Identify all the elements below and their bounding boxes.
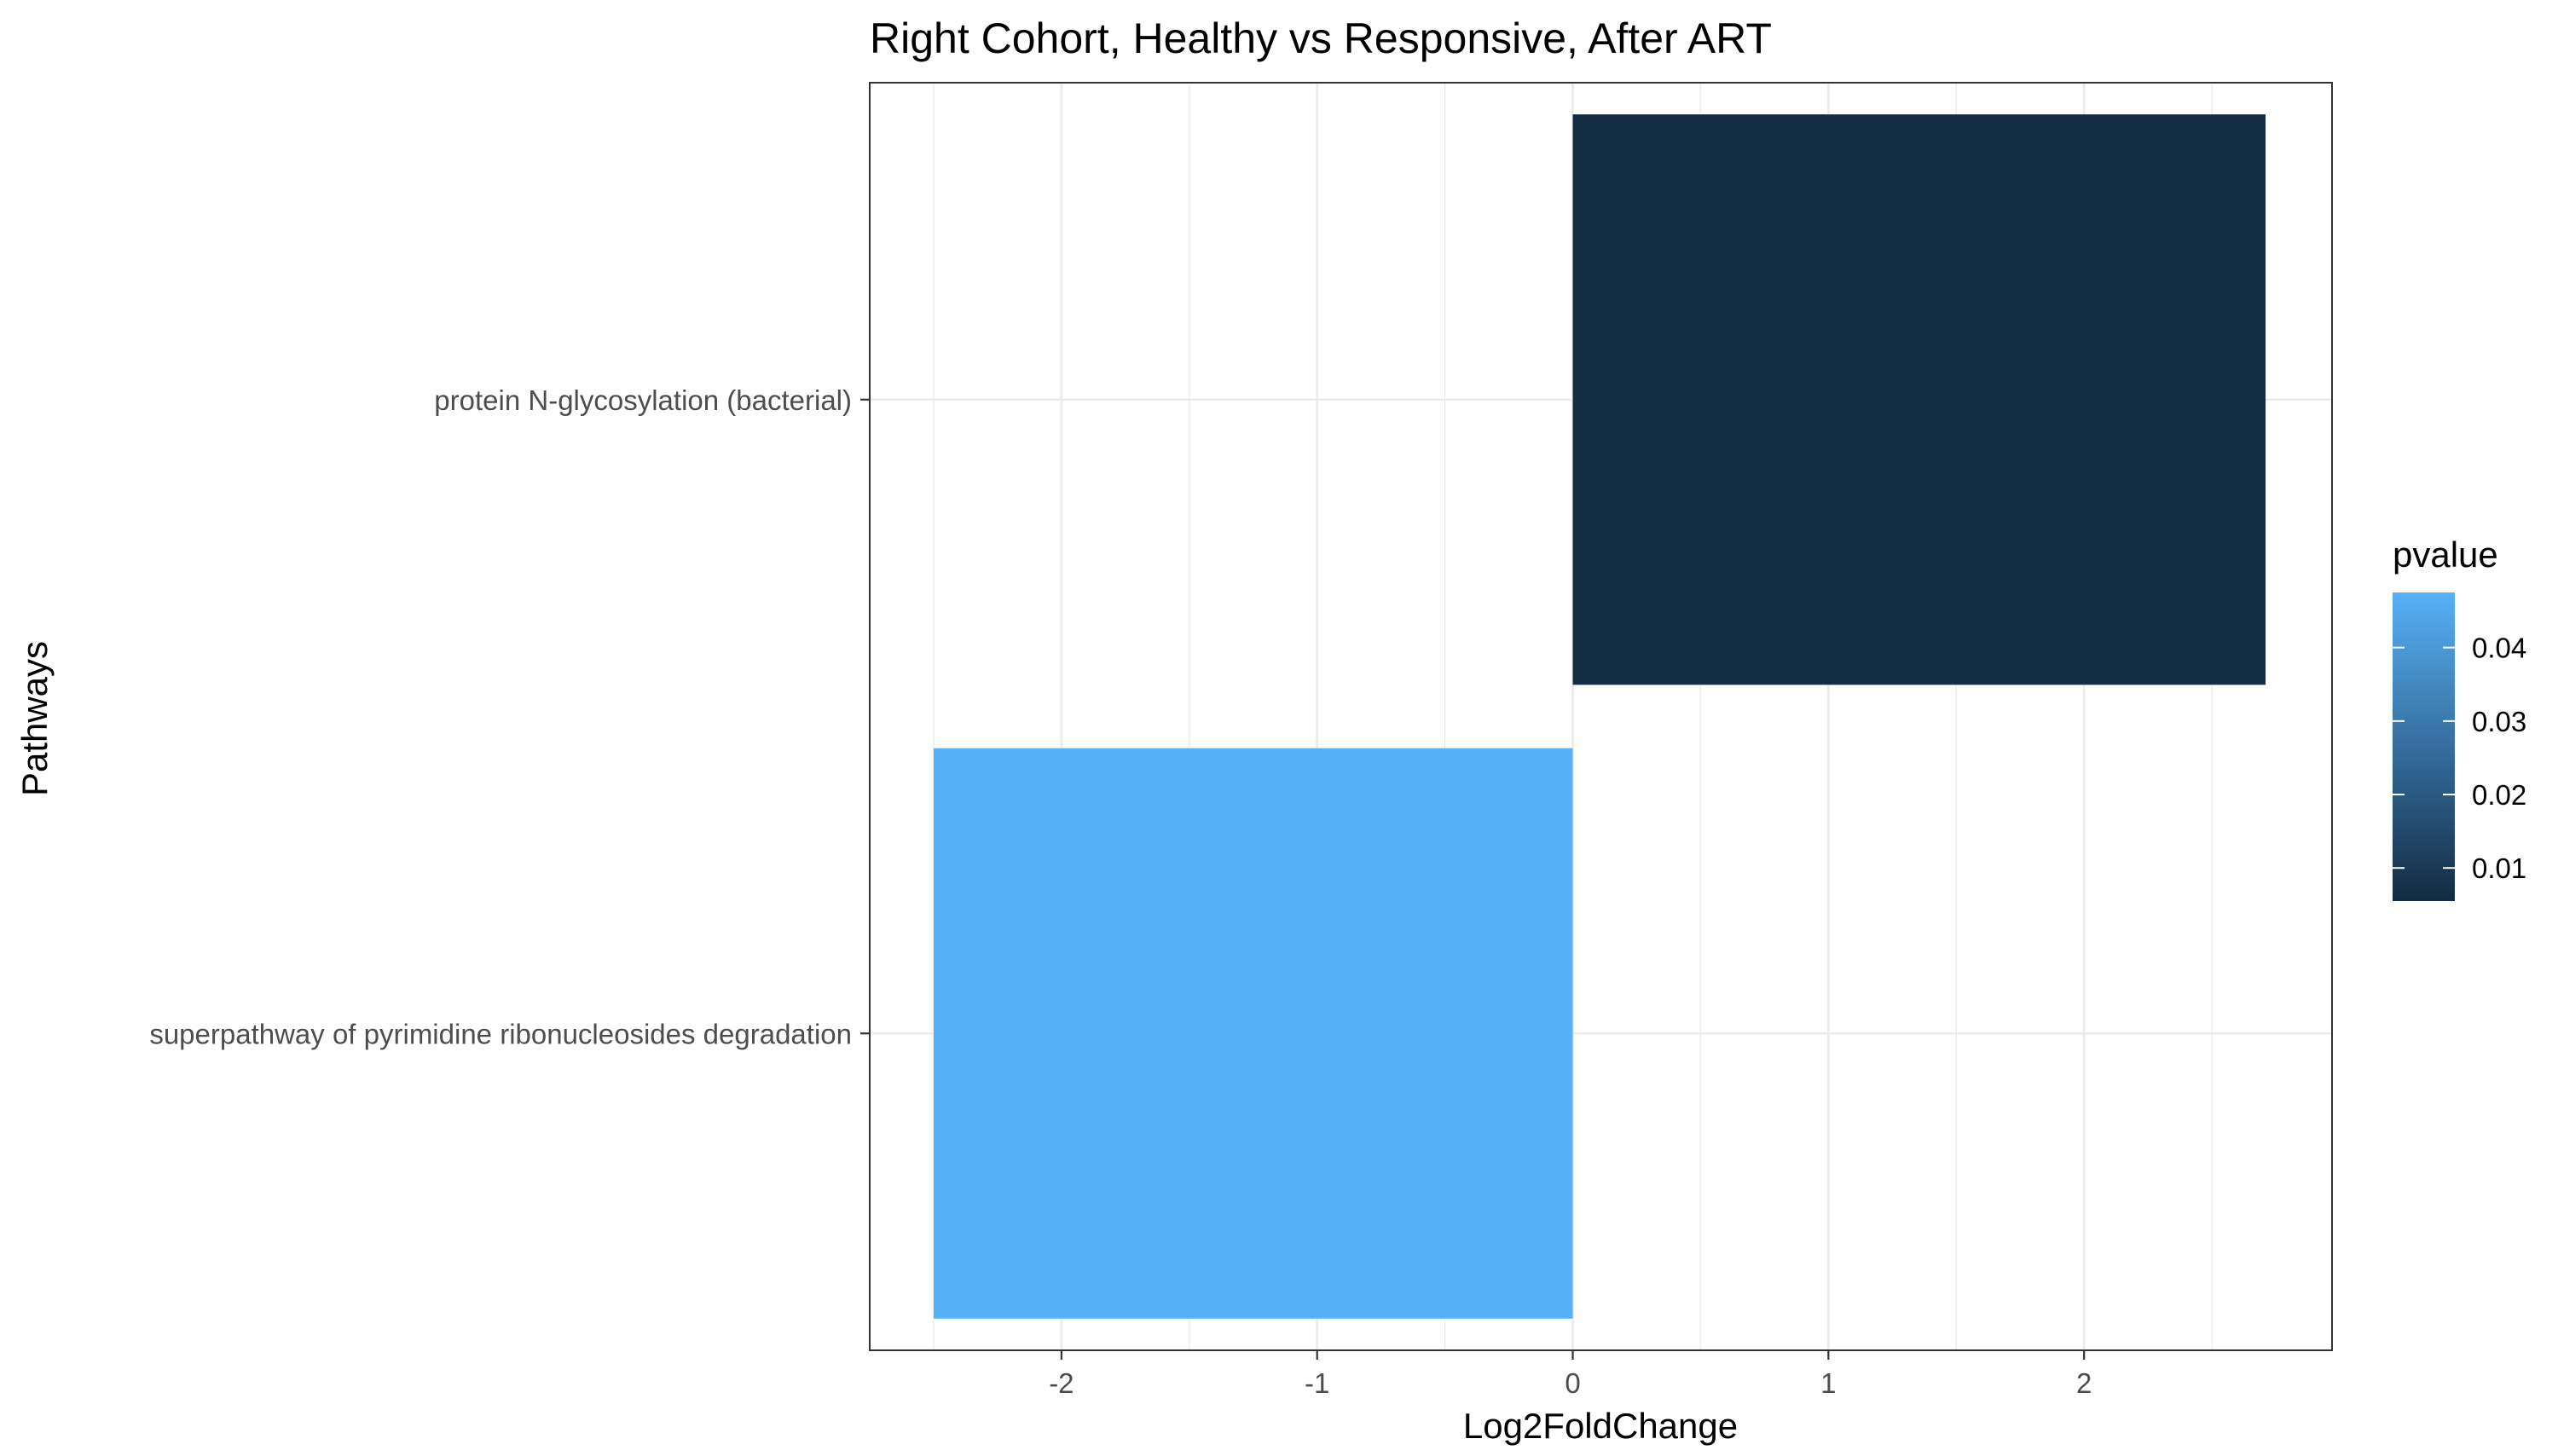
y-tick-label: superpathway of pyrimidine ribonucleosid… [149, 1018, 852, 1049]
legend-ticks: 0.01 0.02 0.03 0.04 [2393, 633, 2526, 884]
legend-tick-label: 0.03 [2472, 706, 2526, 737]
x-axis: -2 -1 0 1 2 [1049, 1350, 2092, 1399]
x-tick-label: -1 [1305, 1367, 1329, 1399]
x-tick-label: -2 [1049, 1367, 1074, 1399]
bars [933, 114, 2266, 1319]
plot-panel-border [869, 82, 2333, 1351]
legend-tick-label: 0.04 [2472, 633, 2526, 664]
color-legend: pvalue 0.01 0.02 0.03 0.04 [2393, 534, 2526, 901]
chart-title: Right Cohort, Healthy vs Responsive, Aft… [870, 14, 1772, 62]
y-tick-label: protein N-glycosylation (bacterial) [434, 384, 852, 416]
y-axis: protein N-glycosylation (bacterial) super… [149, 384, 870, 1049]
y-axis-title: Pathways [14, 641, 55, 796]
bar-1 [933, 748, 1573, 1319]
legend-colorbar [2393, 592, 2455, 901]
legend-tick-label: 0.02 [2472, 779, 2526, 811]
x-tick-label: 1 [1820, 1367, 1836, 1399]
x-tick-label: 0 [1565, 1367, 1580, 1399]
x-axis-title: Log2FoldChange [1463, 1406, 1738, 1446]
legend-title: pvalue [2393, 534, 2498, 575]
x-tick-label: 2 [2076, 1367, 2092, 1399]
legend-tick-label: 0.01 [2472, 852, 2526, 884]
bar-0 [1572, 114, 2266, 685]
